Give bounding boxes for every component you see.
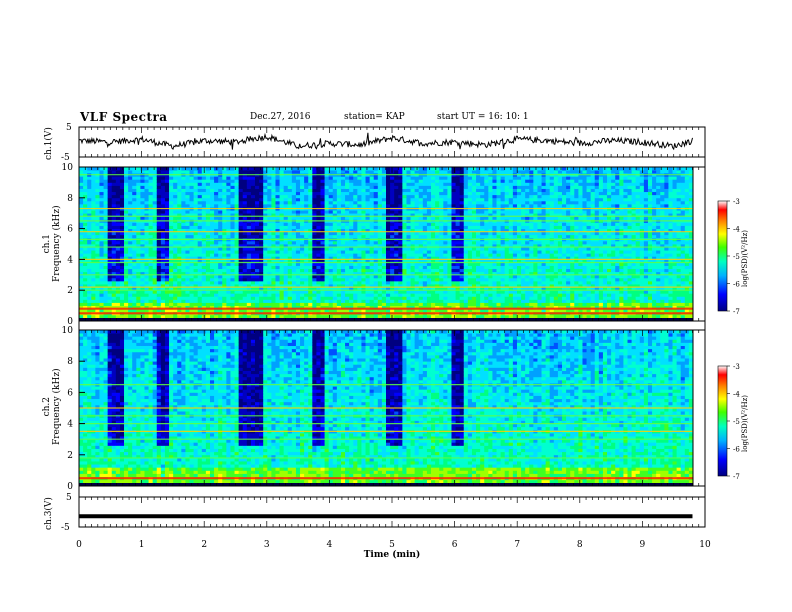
ch1-colorbar <box>717 200 728 312</box>
colorbar-tick-label: -4 <box>733 226 740 234</box>
time-tick-label: 2 <box>201 540 207 550</box>
colorbar-tick-label: -4 <box>733 391 740 399</box>
time-tick-label: 3 <box>264 540 270 550</box>
frequency-tick-label: 10 <box>62 326 74 336</box>
ch1-ytick-bottom: -5 <box>61 153 70 163</box>
start-time-label: start UT = 16: 10: 1 <box>437 112 529 122</box>
time-tick-label: 8 <box>577 540 583 550</box>
time-tick-label: 1 <box>139 540 145 550</box>
chart-title: VLF Spectra <box>80 110 168 124</box>
colorbar-tick-label: -7 <box>733 308 740 316</box>
frequency-tick-label: 2 <box>67 451 73 461</box>
ch3-ytick-top: 5 <box>66 493 72 503</box>
frequency-tick-label: 4 <box>67 420 73 430</box>
time-tick-label: 9 <box>640 540 646 550</box>
ch3-ytick-bottom: -5 <box>61 523 70 533</box>
time-tick-label: 4 <box>327 540 333 550</box>
time-tick-label: 7 <box>514 540 520 550</box>
frequency-tick-label: 4 <box>67 255 73 265</box>
ch2-colorbar-label: log(PSD)(V²/Hz) <box>741 395 749 452</box>
frequency-tick-label: 10 <box>62 163 74 173</box>
colorbar-tick-label: -6 <box>733 281 740 289</box>
frequency-tick-label: 8 <box>67 357 73 367</box>
ch1-spectrogram-panel: 0 2 4 6 8 10 -3 -4 -5 -6 -7 log(PSD)(V²/Hz) <box>62 163 749 327</box>
ch2-spectrogram-panel: 0 2 4 6 8 10 -3 -4 -5 -6 -7 log(PSD)(V²/Hz) <box>62 326 749 492</box>
colorbar-tick-label: -6 <box>733 446 740 454</box>
colorbar-tick-label: -5 <box>733 253 740 261</box>
ch1-colorbar-label: log(PSD)(V²/Hz) <box>741 230 749 287</box>
frequency-tick-label: 8 <box>67 194 73 204</box>
colorbar-tick-label: -3 <box>733 198 740 206</box>
time-tick-label: 10 <box>699 540 711 550</box>
frequency-tick-label: 0 <box>67 317 73 327</box>
time-tick-label: 0 <box>76 540 82 550</box>
colorbar-tick-label: -3 <box>733 363 740 371</box>
frequency-tick-label: 2 <box>67 286 73 296</box>
frequency-tick-label: 0 <box>67 482 73 492</box>
ch2-spectrogram-image <box>79 330 694 487</box>
ch2-colorbar <box>717 365 728 477</box>
frequency-tick-label: 6 <box>67 225 73 235</box>
time-tick-label: 5 <box>389 540 395 550</box>
x-axis-title: Time (min) <box>364 549 421 560</box>
station-label: station= KAP <box>344 112 405 122</box>
ch1-waveform-trace <box>78 132 693 151</box>
ch1-ytick-top: 5 <box>66 123 72 133</box>
time-tick-label: 6 <box>452 540 458 550</box>
colorbar-tick-label: -5 <box>733 418 740 426</box>
date-label: Dec.27, 2016 <box>250 112 311 122</box>
ch1-spectrogram-image <box>79 167 694 322</box>
colorbar-tick-label: -7 <box>733 473 740 481</box>
frequency-tick-label: 6 <box>67 388 73 398</box>
